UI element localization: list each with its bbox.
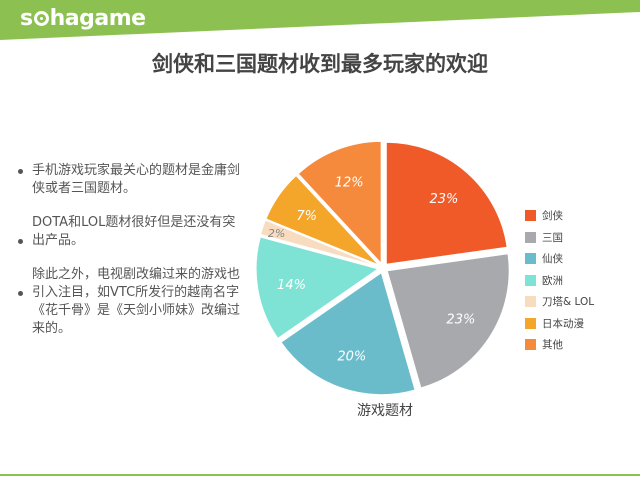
legend-swatch: [525, 339, 536, 351]
pie-slice-label: 23%: [446, 313, 475, 328]
bullet-text: 除此之外，电视剧改编过来的游戏也引入注目，如VTC所发行的越南名字《花千骨》是《…: [32, 267, 241, 336]
footer-line: [0, 474, 640, 476]
pie-slice-label: 14%: [277, 278, 306, 293]
legend-item: 其他: [525, 334, 594, 356]
legend-label: 其他: [542, 339, 563, 352]
bullet-list: 手机游戏玩家最关心的题材是金庸剑侠或者三国题材。 DOTA和LOL题材很好但是还…: [18, 162, 248, 338]
legend-item: 欧洲: [525, 270, 594, 292]
pie-slice: [280, 271, 416, 396]
legend-swatch: [525, 296, 536, 308]
legend-swatch: [525, 274, 536, 286]
legend-swatch: [525, 231, 536, 243]
legend-item: 剑侠: [525, 205, 594, 227]
bullet-dot-icon: [18, 169, 23, 174]
legend-item: 刀塔& LOL: [525, 291, 594, 313]
pie-slice: [265, 174, 380, 266]
bullet-text: 手机游戏玩家最关心的题材是金庸剑侠或者三国题材。: [32, 163, 241, 196]
chart-legend: 剑侠三国仙侠欧洲刀塔& LOL 日本动漫其他: [525, 205, 594, 356]
bullet-dot-icon: [18, 291, 23, 296]
header-band: s hagame: [0, 0, 640, 40]
legend-swatch: [525, 317, 536, 329]
bullet-item: 手机游戏玩家最关心的题材是金庸剑侠或者三国题材。: [18, 162, 248, 198]
bullet-item: 除此之外，电视剧改编过来的游戏也引入注目，如VTC所发行的越南名字《花千骨》是《…: [18, 266, 248, 338]
legend-item: 三国: [525, 227, 594, 249]
bullet-text: DOTA和LOL题材很好但是还没有突出产品。: [32, 215, 236, 248]
legend-label: 三国: [542, 231, 563, 244]
pie-slice: [297, 140, 382, 265]
legend-item: 日本动漫: [525, 313, 594, 335]
legend-label: 剑侠: [542, 210, 563, 223]
pie-slice-label: 2%: [268, 227, 285, 240]
pie-slice-label: 20%: [337, 349, 366, 364]
sohagame-logo: s hagame: [20, 6, 146, 31]
bullet-item: DOTA和LOL题材很好但是还没有突出产品。: [18, 214, 248, 250]
legend-label: 欧洲: [542, 274, 563, 287]
legend-item: 仙侠: [525, 248, 594, 270]
pie-slice: [385, 141, 508, 265]
logo-text-end: hagame: [49, 6, 146, 31]
pie-slice: [259, 219, 379, 267]
header-band-shape: [0, 0, 640, 40]
chart-xlabel: 游戏题材: [357, 403, 413, 419]
pie-slice-label: 23%: [429, 192, 458, 207]
pie-slice: [386, 253, 510, 389]
logo-o-icon: [33, 11, 49, 26]
legend-label: 仙侠: [542, 253, 563, 266]
legend-swatch: [525, 210, 536, 222]
legend-label: 日本动漫: [542, 317, 584, 330]
logo-text-start: s: [20, 6, 33, 31]
legend-label: 刀塔& LOL: [542, 296, 595, 309]
bullet-dot-icon: [18, 239, 23, 244]
pie-slice-label: 12%: [335, 176, 364, 191]
pie-slice-label: 7%: [296, 209, 317, 224]
legend-swatch: [525, 253, 536, 265]
page-title: 剑侠和三国题材收到最多玩家的欢迎: [152, 52, 488, 76]
pie-slice: [255, 236, 380, 340]
